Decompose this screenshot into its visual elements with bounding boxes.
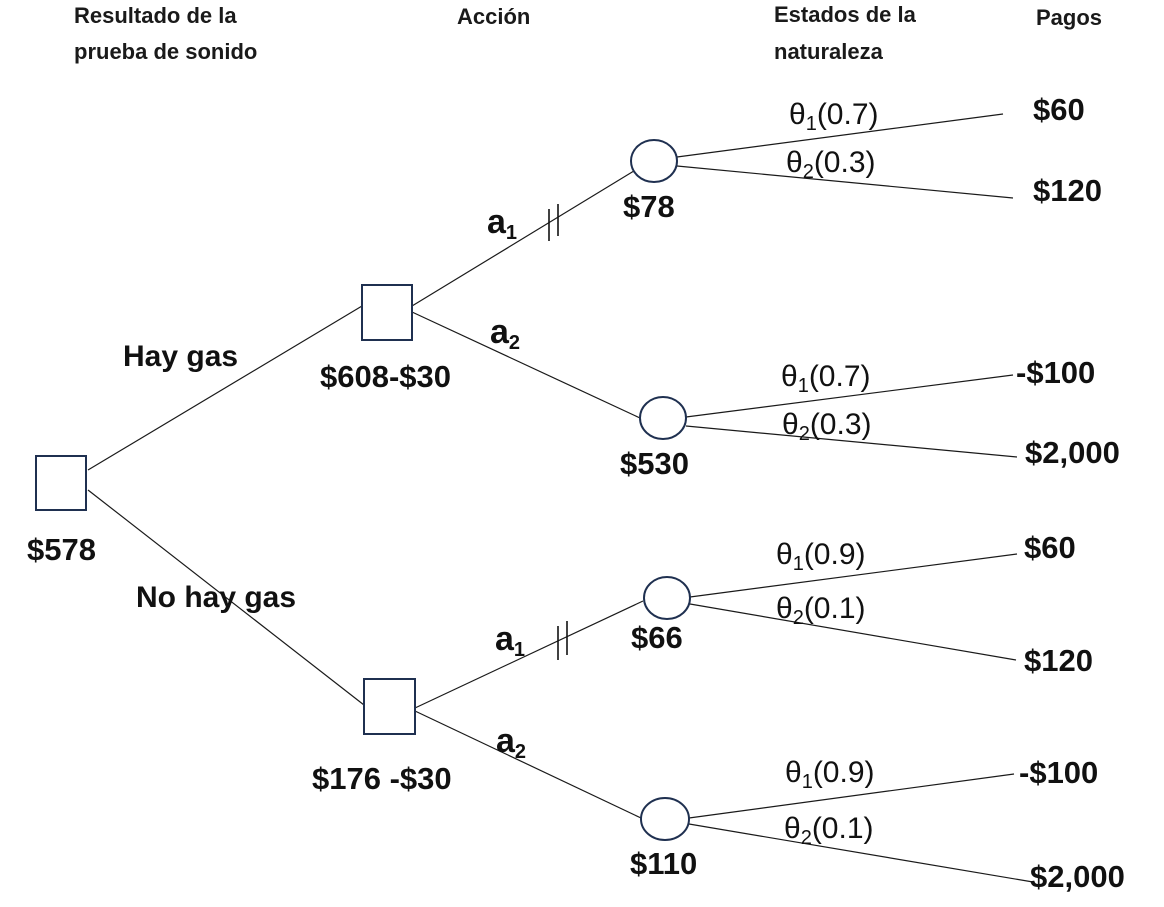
prob-gas-a2-theta1: θ1(0.7) (781, 360, 871, 397)
payoff-gas-a2-theta2: $2,000 (1025, 435, 1120, 470)
decision-node-gas (361, 284, 413, 341)
edge-gas-a2 (411, 311, 641, 419)
prob-nogas-a2-theta2: θ2(0.1) (784, 812, 874, 849)
edge-nogas-a2 (414, 710, 642, 819)
decision-gas-value: $608-$30 (320, 359, 451, 394)
chance-nogas-a2-value: $110 (630, 846, 697, 881)
prob-gas-a2-theta2: θ2(0.3) (782, 408, 872, 445)
header-result-line2: prueba de sonido (74, 39, 257, 64)
edge-nogas-a1-theta1 (689, 553, 1018, 598)
chance-node-nogas-a2 (640, 797, 690, 841)
edge-gas-a1 (411, 159, 653, 307)
payoff-gas-a1-theta1: $60 (1033, 92, 1085, 127)
payoff-nogas-a2-theta1: -$100 (1019, 755, 1098, 790)
edge-nogas-a2-theta1 (688, 773, 1015, 819)
prob-gas-a1-theta2: θ2(0.3) (786, 146, 876, 183)
edge-nogas-a1-theta2 (689, 603, 1017, 661)
root-decision-node (35, 455, 87, 511)
payoff-nogas-a1-theta2: $120 (1024, 643, 1093, 678)
branch-label-no-gas: No hay gas (136, 581, 296, 614)
chance-node-gas-a2 (639, 396, 687, 440)
prob-nogas-a1-theta2: θ2(0.1) (776, 592, 866, 629)
prob-gas-a1-theta1: θ1(0.7) (789, 98, 879, 135)
chance-nogas-a1-value: $66 (631, 620, 683, 655)
chance-node-gas-a1 (630, 139, 678, 183)
root-value: $578 (27, 532, 96, 567)
payoff-gas-a2-theta1: -$100 (1016, 355, 1095, 390)
payoff-gas-a1-theta2: $120 (1033, 173, 1102, 208)
edge-gas-a1-theta1 (676, 113, 1004, 158)
action-label-nogas-a2: a2 (496, 722, 526, 763)
header-action: Acción (457, 4, 530, 29)
payoff-nogas-a1-theta1: $60 (1024, 530, 1076, 565)
chance-node-nogas-a1 (643, 576, 691, 620)
branch-label-gas: Hay gas (123, 340, 238, 373)
edge-nogas-a2-theta2 (688, 823, 1034, 883)
edge-no-gas (87, 489, 365, 706)
action-label-gas-a2: a2 (490, 313, 520, 354)
payoff-nogas-a2-theta2: $2,000 (1030, 859, 1125, 894)
decision-node-no-gas (363, 678, 416, 735)
edge-nogas-a1 (414, 600, 644, 709)
header-states-line2: naturaleza (774, 39, 884, 64)
header-result-line1: Resultado de la (74, 3, 237, 28)
header-states-line1: Estados de la (774, 2, 917, 27)
decision-no-gas-value: $176 -$30 (312, 761, 452, 796)
header-payoffs: Pagos (1036, 5, 1102, 30)
edge-gas (87, 305, 363, 471)
chance-gas-a1-value: $78 (623, 189, 675, 224)
edge-gas-a2-theta2 (685, 425, 1018, 458)
chance-gas-a2-value: $530 (620, 446, 689, 481)
prob-nogas-a2-theta1: θ1(0.9) (785, 756, 875, 793)
action-label-nogas-a1: a1 (495, 620, 525, 661)
prob-nogas-a1-theta1: θ1(0.9) (776, 538, 866, 575)
action-label-gas-a1: a1 (487, 203, 517, 244)
edge-gas-a2-theta1 (685, 374, 1014, 418)
edge-gas-a1-theta2 (676, 165, 1014, 199)
